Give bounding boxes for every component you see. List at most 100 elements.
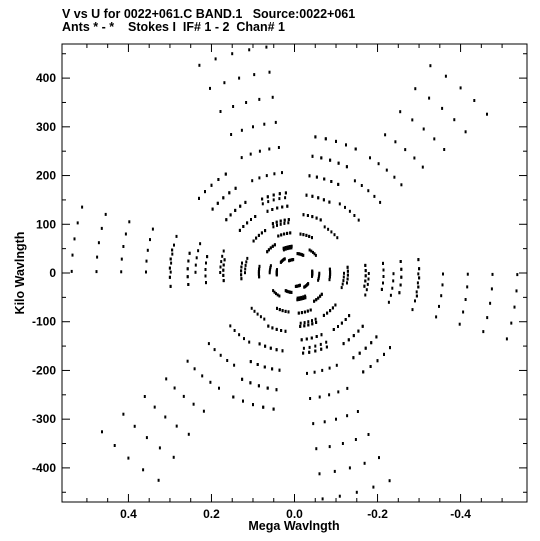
uv-point — [297, 311, 300, 315]
x-tick-label: -0.4 — [450, 507, 471, 521]
uv-point — [276, 293, 279, 297]
uv-point — [276, 306, 278, 310]
y-tick-label: -400 — [32, 461, 56, 475]
uv-point — [342, 342, 345, 346]
uv-point — [319, 294, 322, 298]
uv-point — [429, 64, 432, 68]
uv-point — [277, 234, 280, 238]
uv-point — [222, 273, 225, 277]
uv-point — [276, 206, 279, 210]
uv-point — [202, 409, 205, 413]
y-tick-label: -200 — [32, 363, 56, 377]
uv-point — [289, 231, 292, 235]
uv-point — [230, 133, 233, 136]
uv-point — [291, 258, 293, 262]
uv-point — [318, 273, 321, 277]
uv-point — [296, 298, 299, 302]
uv-point — [266, 386, 269, 390]
uv-point — [272, 198, 275, 202]
uv-point — [315, 320, 318, 324]
uv-point — [240, 265, 243, 269]
uv-point — [244, 263, 247, 267]
uv-point — [246, 221, 249, 225]
uv-point — [299, 232, 302, 236]
uv-point — [367, 272, 370, 275]
uv-point — [169, 257, 172, 261]
uv-point — [204, 274, 207, 278]
uv-point — [414, 87, 417, 91]
uv-point — [367, 277, 370, 281]
uv-point — [244, 267, 247, 271]
y-tick-label: 400 — [36, 71, 56, 85]
uv-point — [346, 281, 348, 285]
uv-point — [352, 334, 355, 338]
uv-point — [505, 337, 508, 341]
uv-point — [260, 231, 263, 235]
uv-point — [489, 301, 492, 305]
uv-point — [323, 177, 326, 181]
uv-point — [273, 243, 276, 247]
uv-point — [398, 291, 401, 295]
uv-point — [353, 179, 356, 183]
uv-point — [282, 248, 285, 252]
uv-point — [211, 207, 214, 211]
uv-point — [466, 272, 469, 276]
uv-point — [278, 308, 281, 312]
uv-point — [309, 397, 312, 400]
uv-point — [296, 284, 298, 288]
chart-subtitle: Ants * - * Stokes I IF# 1 - 2 Chan# 1 — [62, 20, 285, 34]
uv-point — [70, 269, 73, 273]
uv-point — [400, 275, 403, 279]
uv-point — [312, 422, 315, 426]
uv-point — [363, 461, 366, 465]
uv-point — [387, 300, 390, 304]
uv-point — [353, 214, 356, 217]
uv-point — [357, 329, 360, 333]
uv-point — [341, 282, 344, 286]
uv-point — [308, 234, 311, 238]
uv-point — [124, 232, 127, 236]
uv-point — [169, 270, 172, 274]
uv-point — [313, 370, 316, 374]
uv-point — [241, 377, 244, 381]
uv-point — [292, 258, 295, 262]
uv-point — [258, 267, 261, 271]
uv-point — [346, 277, 349, 281]
uv-point — [373, 194, 376, 198]
uv-point — [399, 110, 402, 114]
uv-point — [317, 278, 320, 282]
uv-point — [234, 186, 237, 190]
uv-point — [241, 261, 243, 265]
uv-point — [276, 223, 278, 227]
uv-point — [433, 137, 436, 141]
uv-point — [382, 275, 385, 278]
uv-point — [384, 133, 387, 137]
uv-point — [239, 204, 242, 208]
uv-point — [206, 255, 209, 259]
uv-point — [219, 265, 222, 269]
uv-point — [306, 214, 309, 217]
uv-point — [344, 318, 347, 321]
uv-point — [513, 305, 516, 309]
uv-point — [286, 231, 289, 235]
uv-point — [278, 294, 281, 298]
uv-point — [302, 253, 305, 257]
uv-point — [268, 269, 271, 273]
uv-point — [443, 148, 446, 151]
uv-point — [459, 86, 462, 90]
uv-point — [250, 218, 252, 221]
uv-point — [259, 315, 262, 319]
uv-point — [228, 191, 231, 195]
uv-point — [382, 268, 385, 272]
uv-point — [268, 271, 271, 275]
uv-point — [275, 292, 277, 296]
uv-point — [127, 456, 130, 460]
uv-point — [100, 226, 103, 230]
uv-point — [276, 268, 278, 272]
uv-point — [245, 260, 248, 264]
uv-point — [317, 196, 320, 200]
uv-point — [280, 329, 283, 332]
uv-point — [257, 384, 260, 388]
uv-point — [283, 232, 286, 236]
uv-point — [312, 250, 314, 254]
